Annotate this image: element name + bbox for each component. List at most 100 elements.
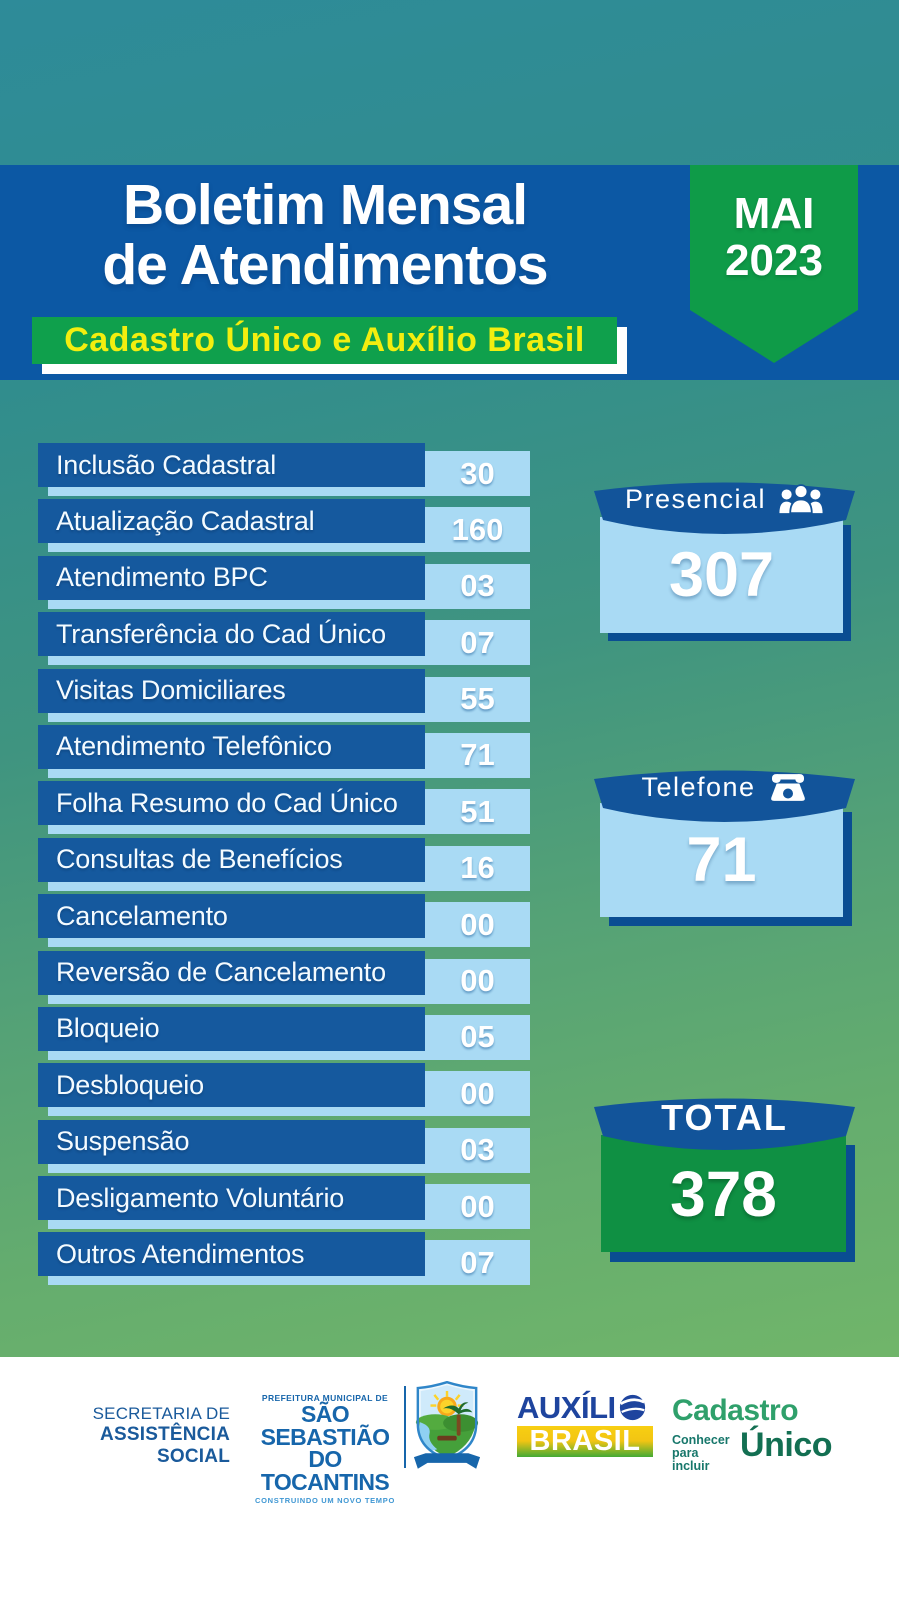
row-label-bar: Bloqueio bbox=[38, 1006, 425, 1051]
subtitle-text: Cadastro Único e Auxílio Brasil bbox=[32, 317, 617, 364]
row-label-bar: Reversão de Cancelamento bbox=[38, 950, 425, 995]
row-value: 71 bbox=[460, 737, 495, 773]
ribbon-banner bbox=[594, 1098, 855, 1150]
cadastro-text: Cadastro bbox=[672, 1394, 799, 1427]
row-value: 00 bbox=[460, 1188, 495, 1224]
table-row: Consultas de Benefícios 16 bbox=[38, 837, 530, 891]
footer-divider bbox=[404, 1386, 406, 1468]
brasil-bar: BRASIL bbox=[517, 1425, 653, 1457]
table-row: Outros Atendimentos 07 bbox=[38, 1232, 530, 1286]
row-value: 30 bbox=[460, 455, 495, 491]
row-label: Visitas Domiciliares bbox=[56, 675, 286, 706]
row-label-bar: Atendimento BPC bbox=[38, 555, 425, 600]
auxilio-wordmark: AUXÍLI bbox=[517, 1392, 653, 1423]
unico-text: Único bbox=[740, 1426, 832, 1464]
month-year: MAI 2023 bbox=[690, 190, 858, 284]
table-row: Reversão de Cancelamento 00 bbox=[38, 950, 530, 1004]
attendance-table: Inclusão Cadastral 30 Atualização Cadast… bbox=[38, 443, 530, 1289]
table-row: Desligamento Voluntário 00 bbox=[38, 1176, 530, 1230]
row-label-bar: Transferência do Cad Único bbox=[38, 612, 425, 657]
row-value: 55 bbox=[460, 681, 495, 717]
row-label: Atendimento BPC bbox=[56, 562, 268, 593]
row-label: Outros Atendimentos bbox=[56, 1238, 305, 1269]
subtitle-banner: Cadastro Único e Auxílio Brasil bbox=[32, 317, 627, 374]
row-label: Atualização Cadastral bbox=[56, 505, 315, 536]
row-value: 00 bbox=[460, 1075, 495, 1111]
cadastro-unico-logo: Cadastro Conhecer para incluir Único bbox=[672, 1396, 832, 1473]
row-value: 07 bbox=[460, 1244, 495, 1280]
table-row: Folha Resumo do Cad Único 51 bbox=[38, 781, 530, 835]
year-label: 2023 bbox=[725, 236, 823, 286]
auxilio-text: AUXÍLI bbox=[517, 1390, 616, 1425]
row-label: Desligamento Voluntário bbox=[56, 1182, 345, 1213]
page-title: Boletim Mensal de Atendimentos bbox=[0, 173, 650, 297]
table-row: Atualização Cadastral 160 bbox=[38, 499, 530, 553]
table-row: Atendimento Telefônico 71 bbox=[38, 724, 530, 778]
table-row: Inclusão Cadastral 30 bbox=[38, 443, 530, 496]
table-row: Suspensão 03 bbox=[38, 1119, 530, 1173]
row-label-bar: Atualização Cadastral bbox=[38, 499, 425, 544]
prefeitura-line1: SÃO SEBASTIÃO bbox=[260, 1401, 390, 1450]
presencial-value: 307 bbox=[600, 517, 843, 633]
row-label: Suspensão bbox=[56, 1126, 190, 1157]
prefeitura-logo: PREFEITURA MUNICIPAL DE SÃO SEBASTIÃO DO… bbox=[250, 1393, 400, 1505]
auxilio-brasil-logo: AUXÍLI BRASIL bbox=[517, 1392, 653, 1457]
table-row: Transferência do Cad Único 07 bbox=[38, 612, 530, 666]
row-value: 03 bbox=[460, 1132, 495, 1168]
total-label: TOTAL bbox=[661, 1097, 788, 1138]
table-row: Bloqueio 05 bbox=[38, 1006, 530, 1060]
total-value: 378 bbox=[601, 1135, 846, 1252]
presencial-label: Presencial bbox=[624, 483, 767, 514]
row-label: Folha Resumo do Cad Único bbox=[56, 787, 398, 818]
row-label-bar: Outros Atendimentos bbox=[38, 1232, 425, 1277]
row-value: 00 bbox=[460, 963, 495, 999]
row-label: Desbloqueio bbox=[56, 1069, 204, 1100]
telefone-value: 71 bbox=[600, 803, 843, 917]
row-label-bar: Atendimento Telefônico bbox=[38, 724, 425, 769]
total-header: TOTAL bbox=[592, 1097, 857, 1138]
prefeitura-tagline: CONSTRUINDO UM NOVO TEMPO bbox=[254, 1496, 395, 1506]
row-value: 160 bbox=[451, 511, 504, 547]
globe-icon bbox=[619, 1394, 645, 1421]
row-label-bar: Desbloqueio bbox=[38, 1063, 425, 1108]
row-label: Inclusão Cadastral bbox=[56, 449, 277, 480]
row-value: 07 bbox=[460, 624, 495, 660]
row-label: Bloqueio bbox=[56, 1013, 160, 1044]
row-label-bar: Suspensão bbox=[38, 1119, 425, 1164]
row-label-bar: Inclusão Cadastral bbox=[38, 443, 425, 487]
row-value: 16 bbox=[460, 850, 495, 886]
row-label: Transferência do Cad Único bbox=[56, 618, 386, 649]
table-row: Desbloqueio 00 bbox=[38, 1063, 530, 1117]
row-label-bar: Visitas Domiciliares bbox=[38, 668, 425, 713]
row-value: 03 bbox=[460, 568, 495, 604]
prefeitura-small: PREFEITURA MUNICIPAL DE bbox=[261, 1393, 389, 1403]
row-label: Cancelamento bbox=[56, 900, 228, 931]
row-value: 51 bbox=[460, 793, 495, 829]
row-label: Consultas de Benefícios bbox=[56, 844, 343, 875]
row-label-bar: Desligamento Voluntário bbox=[38, 1176, 425, 1221]
table-row: Atendimento BPC 03 bbox=[38, 555, 530, 609]
row-value: 05 bbox=[460, 1019, 495, 1055]
people-icon bbox=[779, 483, 823, 514]
table-row: Cancelamento 00 bbox=[38, 894, 530, 948]
prefeitura-line2: DO TOCANTINS bbox=[260, 1446, 390, 1495]
telefone-header: Telefone bbox=[592, 769, 857, 805]
row-label-bar: Folha Resumo do Cad Único bbox=[38, 781, 425, 826]
secretaria-line1: SECRETARIA DE bbox=[92, 1404, 230, 1423]
row-value: 00 bbox=[460, 906, 495, 942]
month-label: MAI bbox=[733, 189, 815, 238]
secretaria-logo: SECRETARIA DE ASSISTÊNCIA SOCIAL bbox=[40, 1404, 230, 1469]
cadastro-tagline: Conhecer para incluir bbox=[672, 1433, 730, 1474]
telefone-label: Telefone bbox=[641, 771, 756, 802]
phone-icon bbox=[770, 773, 805, 801]
row-label: Atendimento Telefônico bbox=[56, 731, 332, 762]
page-title-line1: Boletim Mensal bbox=[122, 173, 528, 237]
table-row: Visitas Domiciliares 55 bbox=[38, 668, 530, 722]
secretaria-line2: ASSISTÊNCIA SOCIAL bbox=[100, 1424, 230, 1468]
month-pennant bbox=[690, 165, 858, 363]
presencial-header: Presencial bbox=[592, 481, 857, 517]
row-label-bar: Consultas de Benefícios bbox=[38, 837, 425, 882]
page-title-line2: de Atendimentos bbox=[102, 232, 548, 297]
row-label-bar: Cancelamento bbox=[38, 894, 425, 939]
